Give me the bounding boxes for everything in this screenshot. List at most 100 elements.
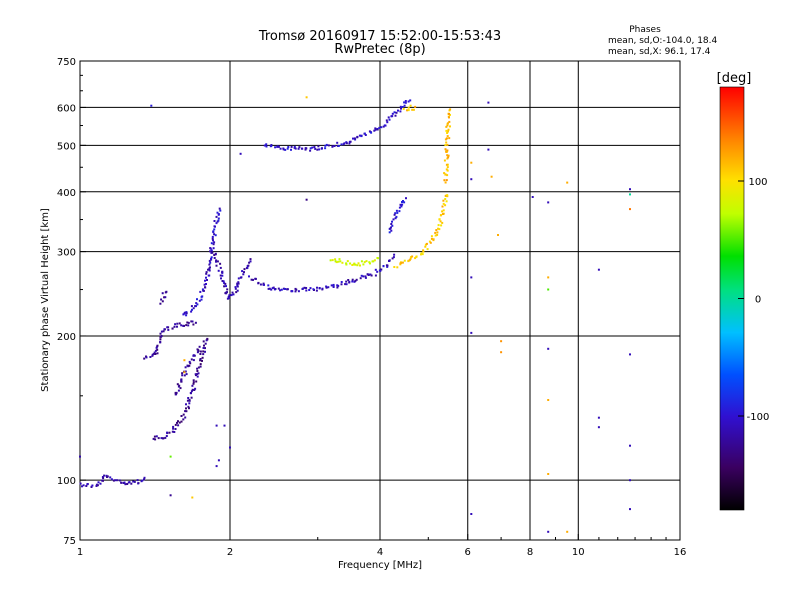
data-point	[358, 134, 361, 137]
data-point	[372, 260, 375, 263]
data-point	[190, 390, 193, 393]
data-point	[378, 126, 381, 129]
data-point	[391, 220, 393, 223]
data-point	[395, 209, 398, 212]
data-point	[205, 283, 207, 285]
data-point	[500, 340, 503, 343]
data-point	[332, 286, 335, 288]
data-point	[441, 205, 444, 208]
data-point	[212, 243, 215, 246]
data-point	[286, 147, 289, 150]
data-point	[249, 258, 252, 261]
data-point	[235, 291, 238, 294]
data-point	[204, 279, 206, 282]
data-point	[293, 145, 296, 148]
data-point	[164, 296, 167, 299]
data-point	[369, 262, 371, 265]
data-point	[430, 237, 433, 240]
data-point	[393, 266, 396, 268]
data-point	[349, 262, 352, 265]
data-point	[257, 281, 260, 284]
data-point	[190, 305, 193, 308]
data-point	[106, 476, 108, 478]
data-point	[446, 166, 449, 169]
data-point	[301, 287, 304, 290]
data-point	[208, 259, 211, 262]
grid-lines	[80, 61, 680, 540]
data-point	[321, 287, 324, 290]
data-point	[268, 287, 271, 290]
data-point	[312, 288, 315, 291]
data-point	[176, 383, 179, 386]
data-point	[133, 480, 136, 483]
data-point	[205, 339, 208, 342]
data-point	[219, 209, 222, 212]
data-point	[188, 360, 191, 363]
data-point	[376, 128, 379, 131]
data-point	[399, 203, 402, 206]
data-point	[404, 100, 407, 102]
data-point	[216, 260, 219, 263]
data-point	[171, 327, 174, 330]
data-point	[210, 256, 213, 259]
data-point	[207, 268, 209, 271]
data-point	[206, 337, 209, 340]
data-point	[219, 262, 222, 265]
data-point	[128, 481, 131, 484]
data-point	[192, 307, 195, 310]
data-point	[192, 379, 195, 382]
data-point	[186, 364, 189, 367]
data-point	[180, 380, 183, 383]
data-point	[110, 478, 113, 481]
data-point	[171, 430, 174, 433]
data-point	[220, 277, 222, 280]
data-point	[407, 260, 410, 263]
data-point	[448, 112, 450, 115]
data-point	[165, 435, 168, 437]
data-point	[470, 161, 473, 164]
data-point	[177, 420, 179, 423]
data-point	[196, 298, 198, 301]
data-point	[212, 247, 215, 250]
x-tick-label: 2	[227, 547, 233, 558]
data-point	[446, 132, 449, 134]
colorbar-tick-label: -100	[747, 412, 770, 423]
data-point	[215, 259, 218, 262]
colorbar-tick-label: 100	[748, 177, 767, 188]
data-point	[345, 262, 348, 265]
data-point	[386, 121, 389, 124]
data-point	[191, 384, 194, 387]
data-point	[145, 356, 148, 359]
data-point	[315, 289, 318, 292]
data-point	[234, 287, 237, 290]
data-point	[149, 356, 152, 358]
data-point	[156, 348, 159, 351]
data-point	[193, 389, 196, 391]
data-point	[248, 275, 250, 278]
data-point	[236, 284, 239, 287]
data-point	[192, 359, 195, 362]
data-point	[446, 149, 449, 152]
colorbar-label: [deg]	[717, 71, 752, 86]
data-point	[188, 398, 191, 401]
data-point	[406, 109, 409, 112]
data-point	[211, 251, 214, 254]
data-point	[337, 284, 340, 287]
x-axis-label: Frequency [MHz]	[338, 560, 422, 571]
data-point	[214, 253, 217, 256]
data-point	[442, 209, 445, 212]
data-point	[407, 106, 410, 109]
data-point	[401, 261, 404, 264]
data-point	[240, 276, 243, 279]
data-point	[194, 321, 197, 324]
data-point	[340, 281, 343, 283]
data-point	[79, 482, 82, 485]
data-point	[185, 311, 188, 314]
data-point	[196, 370, 199, 372]
data-point	[382, 265, 385, 267]
data-point	[100, 479, 103, 482]
y-axis: 75 100 200 300 400 500 600 750	[57, 57, 86, 547]
data-point	[336, 286, 339, 289]
data-point	[81, 485, 83, 488]
data-point	[201, 288, 204, 291]
